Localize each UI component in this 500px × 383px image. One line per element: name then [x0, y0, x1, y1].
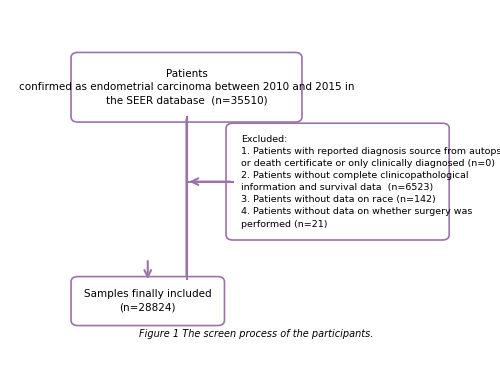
Text: Figure 1 The screen process of the participants.: Figure 1 The screen process of the parti… [139, 329, 374, 339]
FancyBboxPatch shape [71, 52, 302, 122]
FancyBboxPatch shape [71, 277, 225, 326]
Text: Samples finally included
(n=28824): Samples finally included (n=28824) [84, 289, 212, 313]
Text: Patients
confirmed as endometrial carcinoma between 2010 and 2015 in
the SEER da: Patients confirmed as endometrial carcin… [19, 69, 354, 106]
FancyBboxPatch shape [226, 123, 449, 240]
Text: Excluded:
1. Patients with reported diagnosis source from autopsy
or death certi: Excluded: 1. Patients with reported diag… [241, 134, 500, 229]
